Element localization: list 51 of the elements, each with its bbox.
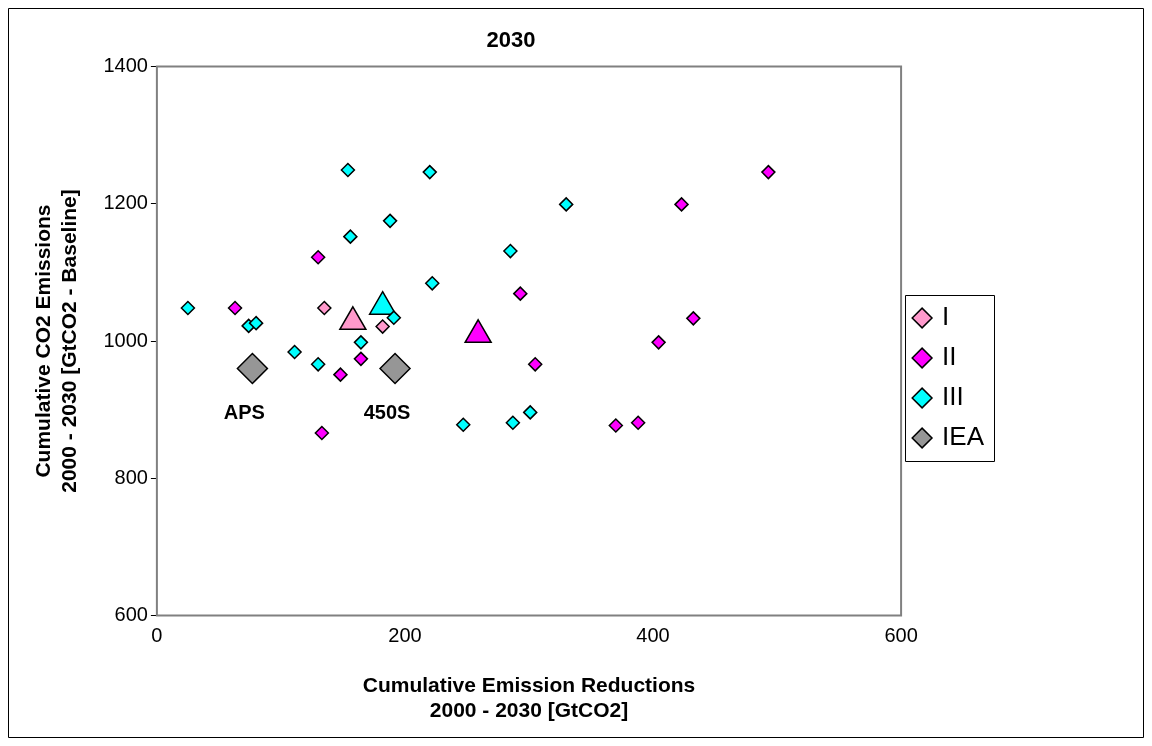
x-tick-label: 0 <box>151 624 163 647</box>
y-tick-label: 600 <box>114 603 148 626</box>
point <box>317 300 332 316</box>
point <box>287 344 302 360</box>
annotation: 450S <box>363 400 411 423</box>
point <box>558 197 574 212</box>
y-tick-label: 1400 <box>103 53 148 76</box>
legend-label: III <box>942 381 964 412</box>
point <box>310 357 326 372</box>
point <box>686 311 701 326</box>
point <box>505 415 521 430</box>
point <box>180 300 196 316</box>
chart-title: 2030 <box>486 27 536 53</box>
y-axis-title: Cumulative CO2 Emissions 2000 - 2030 [GtCO2 - Baseline] <box>31 189 80 493</box>
y-tick-label: 1000 <box>103 328 148 351</box>
legend-label: I <box>942 301 950 332</box>
point <box>522 405 538 420</box>
point <box>513 286 528 301</box>
x-tick-label: 600 <box>884 624 918 647</box>
point <box>379 352 411 385</box>
y-tick-label: 800 <box>114 465 148 488</box>
point <box>375 319 390 334</box>
point <box>343 229 358 244</box>
legend-label: IEA <box>942 421 985 452</box>
point <box>527 357 543 372</box>
point <box>248 315 264 331</box>
annotation: APS <box>223 400 265 423</box>
point <box>314 425 330 441</box>
point <box>353 335 369 350</box>
legend-label: II <box>942 341 957 372</box>
point <box>425 276 440 291</box>
point <box>503 243 518 259</box>
point <box>651 335 666 350</box>
point <box>630 415 646 430</box>
point <box>386 310 402 325</box>
point <box>236 352 269 385</box>
point <box>310 250 326 265</box>
point <box>608 418 624 433</box>
point <box>422 164 438 180</box>
point <box>674 197 689 212</box>
point <box>227 300 243 316</box>
point <box>761 164 776 180</box>
point <box>353 351 369 367</box>
point <box>333 367 348 382</box>
y-tick-label: 1200 <box>103 191 148 214</box>
point <box>340 162 356 178</box>
x-axis-title: Cumulative Emission Reductions 2000 - 2030 [GtCO2] <box>362 673 696 722</box>
x-tick-label: 400 <box>636 624 670 647</box>
point <box>382 213 398 229</box>
point <box>456 417 471 432</box>
x-tick-label: 200 <box>388 624 422 647</box>
